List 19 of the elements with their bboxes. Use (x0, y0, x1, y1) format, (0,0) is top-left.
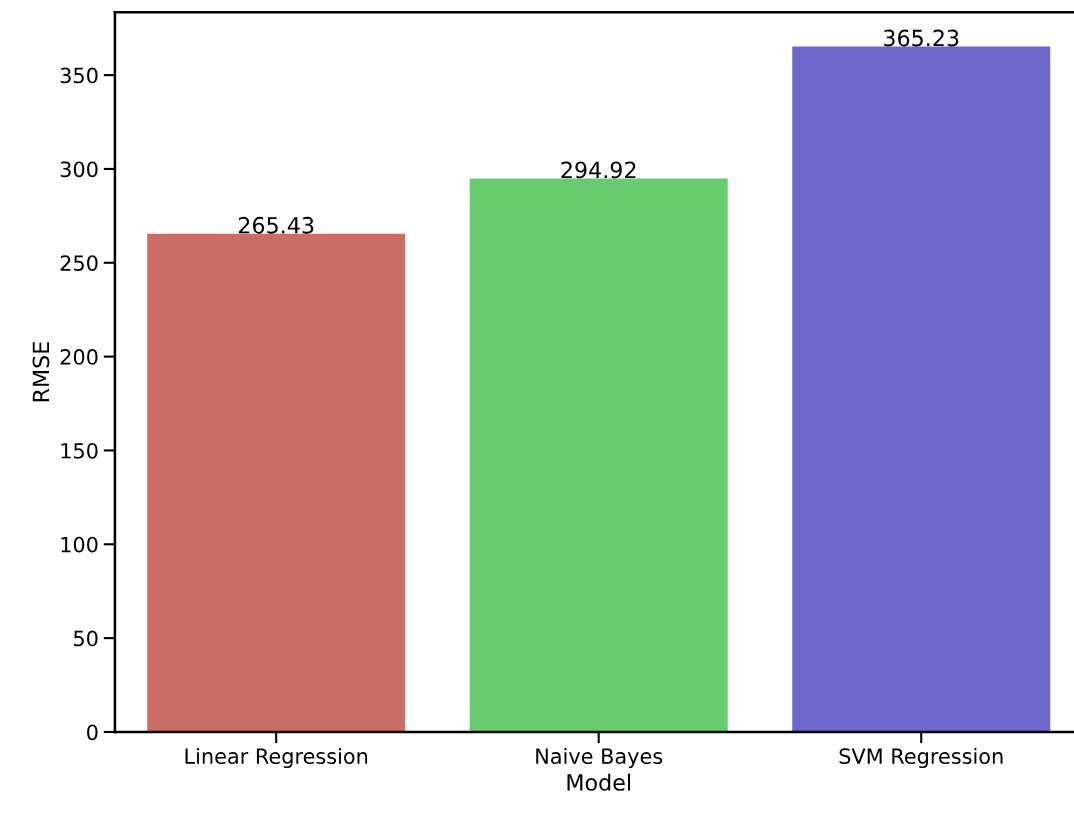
y-tick-label: 300 (60, 161, 98, 178)
data-label: 265.43 (238, 216, 314, 234)
y-tick-label: 150 (61, 442, 98, 459)
y-tick-label: 350 (60, 67, 98, 84)
bar (469, 178, 728, 732)
y-tick-label: 200 (60, 349, 98, 365)
x-tick-label: Linear Regression (185, 747, 368, 769)
y-tick-label: 50 (74, 630, 98, 647)
y-axis-title: RMSE (32, 342, 50, 402)
bar (147, 233, 406, 732)
x-tick-label: SVM Regression (839, 747, 1003, 769)
bar (792, 46, 1051, 732)
x-tick-label: Naive Bayes (536, 747, 663, 769)
data-label: 294.92 (561, 161, 636, 179)
data-label: 365.23 (884, 29, 959, 47)
y-tick-label: 100 (61, 536, 98, 553)
y-tick-label: 0 (87, 724, 98, 741)
x-axis-title: Model (567, 773, 630, 791)
y-tick-label: 250 (60, 255, 98, 271)
